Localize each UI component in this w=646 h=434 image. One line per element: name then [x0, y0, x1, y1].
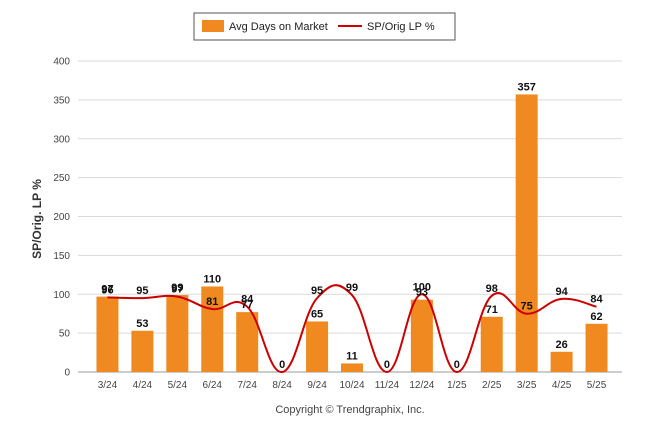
y-tick-label: 400 [53, 57, 70, 68]
legend-label-line: SP/Orig LP % [367, 21, 435, 33]
bar [550, 351, 573, 372]
bar [131, 330, 154, 372]
bar-value-label: 26 [555, 339, 567, 351]
y-tick-label: 350 [53, 95, 70, 106]
y-tick-label: 300 [53, 134, 70, 145]
x-tick-label: 4/24 [133, 380, 153, 391]
x-tick-label: 8/24 [272, 380, 292, 391]
y-tick-label: 250 [53, 173, 70, 184]
line-value-label: 81 [206, 296, 218, 308]
bar-value-label: 99 [171, 282, 183, 294]
x-tick-label: 9/24 [307, 380, 327, 391]
line-value-label: 99 [346, 282, 358, 294]
bar-value-label: 357 [517, 81, 535, 93]
legend-label-bar: Avg Days on Market [229, 21, 328, 33]
legend: Avg Days on Market SP/Orig LP % [193, 12, 456, 41]
x-tick-label: 6/24 [203, 380, 223, 391]
x-tick-label: 12/24 [409, 380, 434, 391]
line-value-label: 84 [590, 294, 603, 306]
bar [515, 94, 538, 373]
bar-value-label: 65 [311, 308, 323, 320]
bar-value-label: 53 [136, 318, 148, 330]
line-series [107, 284, 597, 374]
x-tick-label: 7/24 [237, 380, 257, 391]
line-value-label: 95 [136, 285, 148, 297]
y-tick-label: 0 [64, 368, 70, 379]
bar-value-label: 93 [416, 287, 428, 299]
gridlines [78, 60, 622, 373]
x-tick-label: 5/25 [587, 380, 607, 391]
y-tick-label: 150 [53, 251, 70, 262]
bar-value-label: 71 [486, 304, 498, 316]
line-value-label: 97 [171, 284, 183, 296]
bar-value-label: 77 [241, 299, 253, 311]
line-value-label: 84 [241, 294, 254, 306]
legend-box [193, 12, 456, 41]
bar [341, 363, 363, 372]
y-tick-label: 100 [53, 290, 70, 301]
bar [410, 299, 433, 372]
x-tick-label: 10/24 [339, 380, 364, 391]
line-value-label: 94 [555, 286, 568, 298]
x-tick-label: 5/24 [168, 380, 188, 391]
line-value-label: 95 [311, 285, 323, 297]
x-tick-label: 11/24 [375, 380, 400, 391]
sp-orig-lp-line [107, 284, 597, 374]
bar [96, 296, 119, 372]
line-value-label: 100 [413, 281, 431, 293]
bar-value-label: 0 [454, 359, 460, 371]
bar [166, 295, 189, 372]
bar [236, 312, 259, 372]
x-tick-label: 3/24 [98, 380, 118, 391]
bar-value-label: 0 [384, 359, 390, 371]
legend-swatch-bar [202, 20, 224, 32]
y-tick-label: 200 [53, 212, 70, 223]
bar-value-label: 62 [590, 311, 602, 323]
bar [306, 321, 329, 372]
bar-value-label: 110 [203, 273, 221, 285]
line-value-label: 96 [101, 284, 113, 296]
x-tick-label: 2/25 [482, 380, 502, 391]
line-value-label: 75 [521, 301, 533, 313]
bar-value-label: 97 [101, 284, 113, 296]
y-axis-label: SP/Orig. LP % [30, 179, 44, 259]
bar-value-label: 11 [346, 350, 358, 362]
bar-value-label: 0 [279, 359, 285, 371]
copyright-text: Copyright © Trendgraphix, Inc. [275, 404, 424, 416]
x-tick-label: 4/25 [552, 380, 572, 391]
x-tick-label: 3/25 [517, 380, 537, 391]
x-tick-label: 1/25 [447, 380, 467, 391]
line-value-label: 98 [486, 283, 498, 295]
y-tick-label: 50 [59, 329, 71, 340]
bars [96, 94, 608, 373]
bar [480, 316, 503, 372]
x-axis: 3/24 4/24 5/24 6/24 7/24 8/24 9/24 10/24 11/24 12… [98, 380, 607, 391]
y-axis: 0 50 100 150 200 250 300 350 400 [53, 57, 70, 379]
bar [585, 323, 608, 372]
